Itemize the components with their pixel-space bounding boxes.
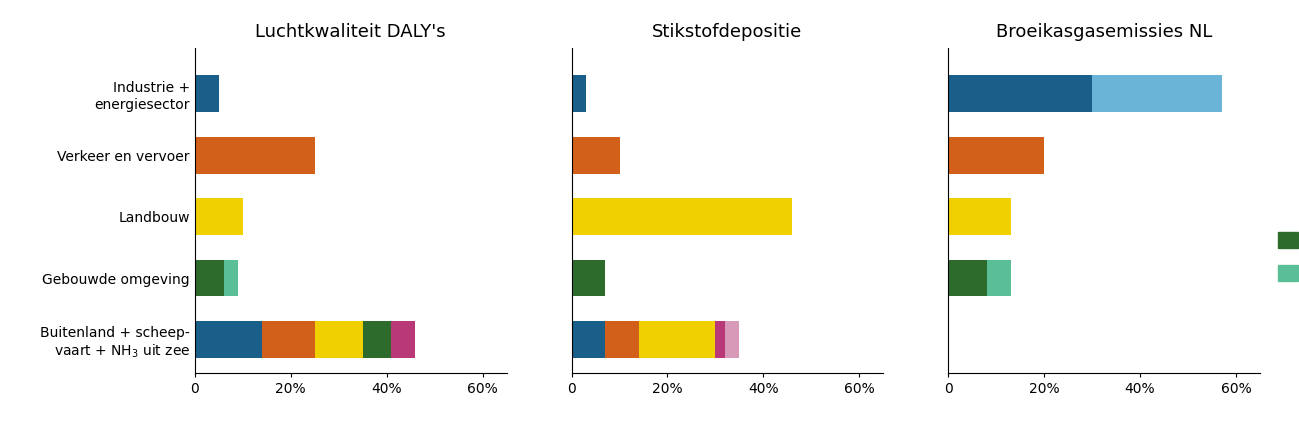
Bar bbox=[195, 198, 243, 235]
Bar bbox=[725, 321, 739, 358]
Bar bbox=[195, 321, 262, 358]
Bar bbox=[639, 321, 716, 358]
Title: Luchtkwaliteit DALY's: Luchtkwaliteit DALY's bbox=[256, 23, 446, 41]
Bar bbox=[1092, 76, 1221, 112]
Bar bbox=[195, 76, 218, 112]
Bar bbox=[572, 76, 586, 112]
Bar bbox=[391, 321, 416, 358]
Bar bbox=[572, 137, 620, 174]
Bar bbox=[948, 76, 1092, 112]
Bar bbox=[948, 137, 1044, 174]
Bar bbox=[262, 321, 314, 358]
Bar bbox=[948, 198, 1011, 235]
Bar bbox=[223, 260, 238, 296]
Bar bbox=[572, 321, 605, 358]
Bar bbox=[572, 260, 605, 296]
Legend: Huishoudens, Handel, diensten,
overheid en bouw: Huishoudens, Handel, diensten, overheid … bbox=[1273, 227, 1299, 292]
Bar bbox=[314, 321, 362, 358]
Bar bbox=[195, 260, 223, 296]
Bar bbox=[362, 321, 391, 358]
Bar bbox=[948, 260, 987, 296]
Bar bbox=[716, 321, 725, 358]
Bar bbox=[987, 260, 1011, 296]
Bar bbox=[572, 198, 792, 235]
Bar bbox=[605, 321, 639, 358]
Title: Stikstofdepositie: Stikstofdepositie bbox=[652, 23, 803, 41]
Bar bbox=[195, 137, 314, 174]
Title: Broeikasgasemissies NL: Broeikasgasemissies NL bbox=[996, 23, 1212, 41]
